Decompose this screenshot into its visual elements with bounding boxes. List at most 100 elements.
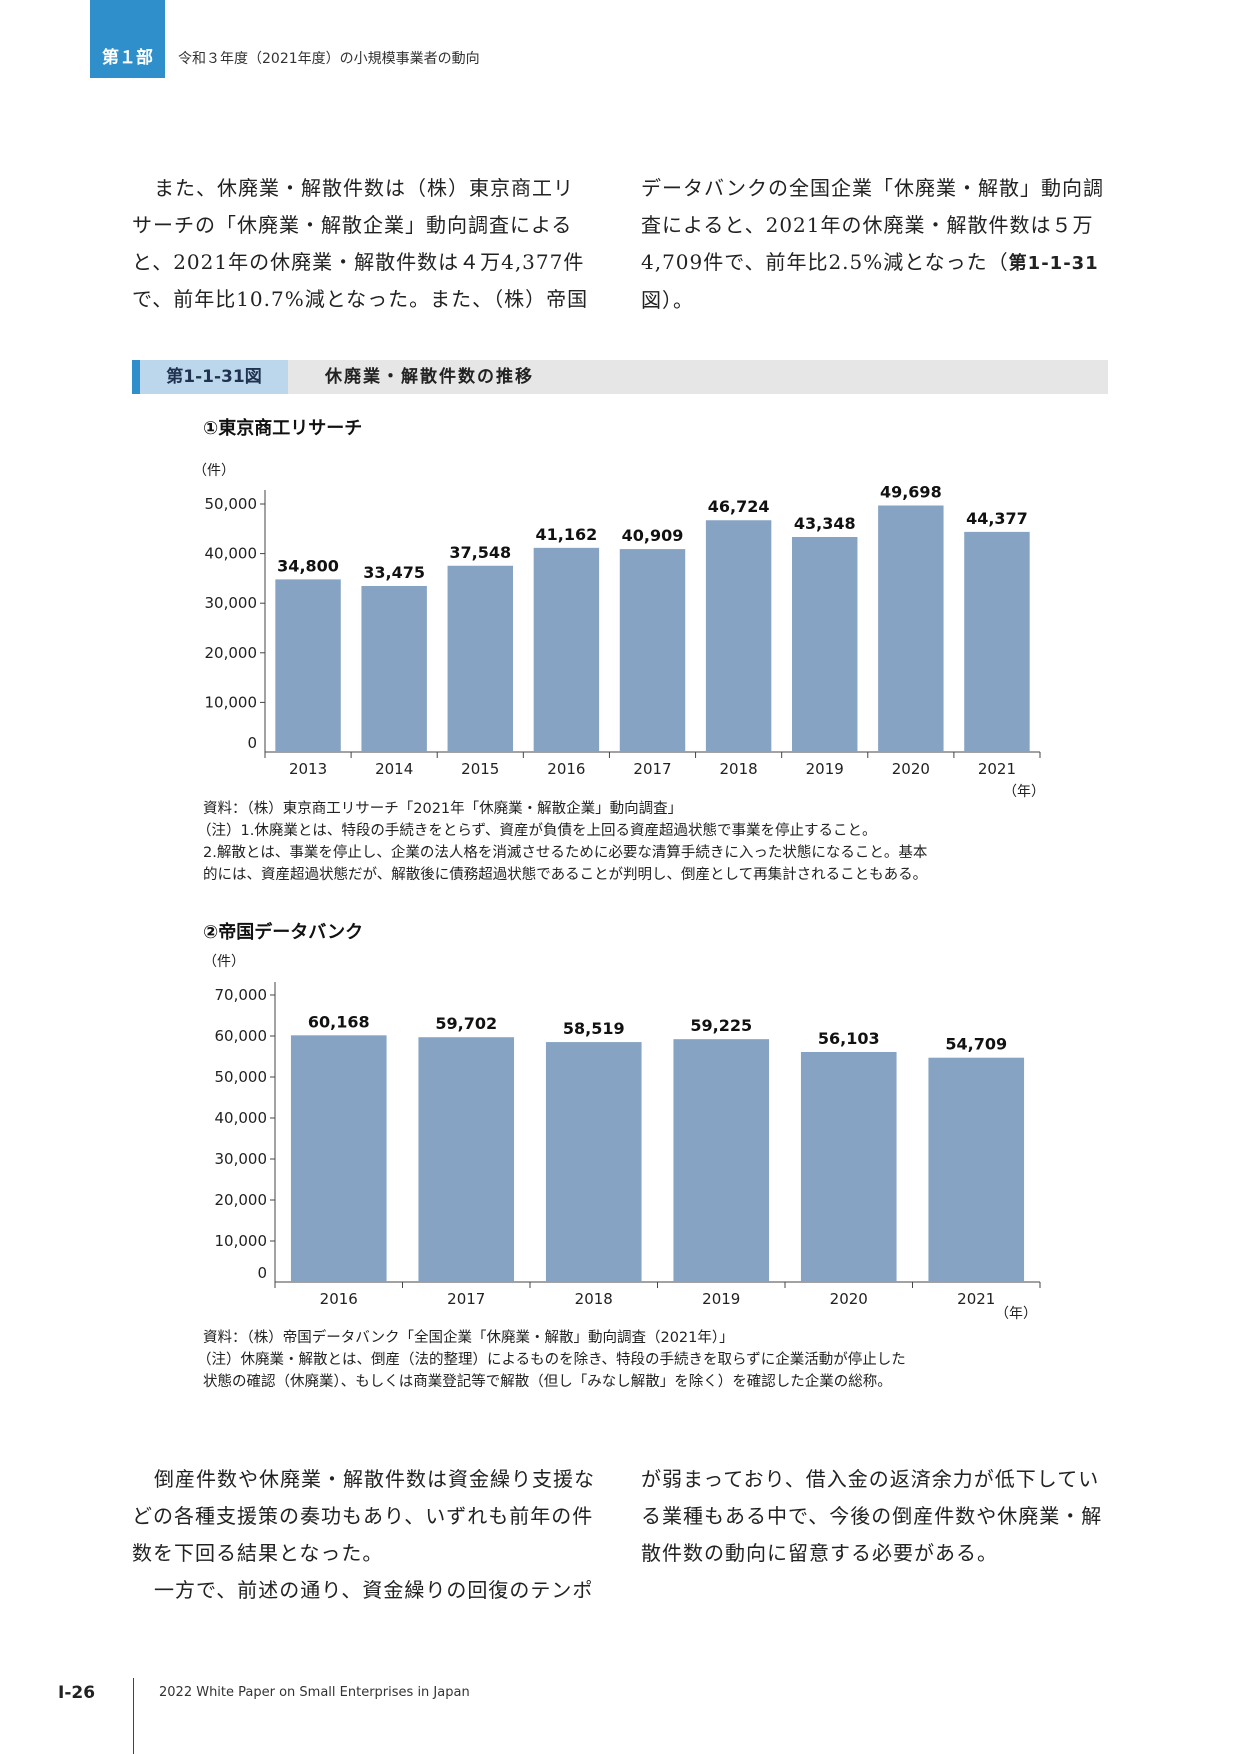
y-tick-label: 70,000 xyxy=(215,986,268,1004)
bar xyxy=(792,536,858,752)
chart2-source: 資料：（株）帝国データバンク「全国企業「休廃業・解散」動向調査（2021年）」 xyxy=(203,1330,734,1346)
chart1-svg: 0 10,000 20,000 30,000 40,000 50,000 34,800 201… xyxy=(205,482,1041,778)
bar xyxy=(361,585,427,752)
intro-right-line: データバンクの全国企業「休廃業・解散」動向調 xyxy=(641,176,1104,200)
y-tick-label: 10,000 xyxy=(215,1232,268,1250)
page-number: Ⅰ-26 xyxy=(58,1683,96,1703)
intro-left-paragraph: また、休廃業・解散件数は（株）東京商工リ サーチの「休廃業・解散企業」動向調査に… xyxy=(132,170,588,318)
data-label: 59,702 xyxy=(435,1014,497,1033)
bar xyxy=(447,565,513,752)
data-label: 58,519 xyxy=(563,1019,625,1038)
x-tick-label: 2018 xyxy=(575,1290,613,1308)
bar xyxy=(619,549,686,752)
y-tick-label: 0 xyxy=(247,734,257,752)
figure-reference: 第1-1-31 xyxy=(1008,253,1099,274)
bar xyxy=(673,1039,770,1282)
chart1-note: （注）1.休廃業とは、特段の手続きをとらず、資産が負債を上回る資産超過状態で事業… xyxy=(197,823,877,839)
bar xyxy=(705,520,772,752)
y-tick-label: 10,000 xyxy=(205,693,258,711)
x-tick-label: 2017 xyxy=(633,760,671,778)
intro-right-paragraph: データバンクの全国企業「休廃業・解散」動向調 査によると、2021年の休廃業・解… xyxy=(641,170,1104,319)
data-label: 40,909 xyxy=(622,526,684,545)
part-badge: 第１部 xyxy=(90,0,165,78)
figure-title-bar: 第1-1-31図 休廃業・解散件数の推移 xyxy=(132,360,1108,394)
chart1-heading: ①東京商工リサーチ xyxy=(203,418,363,439)
footer-title: 2022 White Paper on Small Enterprises in… xyxy=(159,1685,470,1700)
x-tick-label: 2016 xyxy=(320,1290,358,1308)
figure-number: 第1-1-31図 xyxy=(140,360,288,394)
x-tick-label: 2019 xyxy=(702,1290,740,1308)
intro-left-line: で、前年比10.7%減となった。また、（株）帝国 xyxy=(132,287,589,311)
chart1-note: 的には、資産超過状態だが、解散後に債務超過状態であることが判明し、倒産として再集… xyxy=(203,867,928,883)
chart1-x-unit: （年） xyxy=(1003,784,1045,800)
chart1-note: 2.解散とは、事業を停止し、企業の法人格を消滅させるために必要な清算手続きに入っ… xyxy=(203,845,928,861)
x-tick-label: 2017 xyxy=(447,1290,485,1308)
intro-left-line: また、休廃業・解散件数は（株）東京商工リ xyxy=(154,176,574,200)
y-tick-label: 50,000 xyxy=(215,1068,268,1086)
y-tick-label: 50,000 xyxy=(205,495,258,513)
intro-right-line: 図）。 xyxy=(641,288,694,312)
y-tick-label: 30,000 xyxy=(205,594,258,612)
x-tick-label: 2018 xyxy=(720,760,758,778)
bar xyxy=(533,547,600,752)
header-title: 令和３年度（2021年度）の小規模事業者の動向 xyxy=(178,51,480,67)
conclusion-left-line: 倒産件数や休廃業・解散件数は資金繰り支援な xyxy=(154,1467,595,1491)
figure-title: 休廃業・解散件数の推移 xyxy=(325,367,534,387)
data-label: 46,724 xyxy=(708,497,770,516)
intro-right-text: 4,709件で、前年比2.5%減となった（ xyxy=(641,250,1009,274)
intro-left-line: サーチの「休廃業・解散企業」動向調査による xyxy=(132,213,573,237)
chart2-heading: ②帝国データバンク xyxy=(203,922,364,943)
figure-title-accent xyxy=(132,360,140,394)
x-tick-label: 2015 xyxy=(461,760,499,778)
bar xyxy=(275,579,341,752)
y-tick-label: 60,000 xyxy=(215,1027,268,1045)
y-tick-label: 20,000 xyxy=(215,1191,268,1209)
x-tick-label: 2020 xyxy=(830,1290,868,1308)
data-label: 33,475 xyxy=(363,563,425,582)
footer-divider xyxy=(133,1678,134,1754)
x-tick-label: 2020 xyxy=(892,760,930,778)
data-label: 56,103 xyxy=(818,1029,880,1048)
bar xyxy=(964,531,1030,752)
conclusion-right-line: が弱まっており、借入金の返済余力が低下してい xyxy=(641,1467,1100,1491)
chart2-svg: 0 10,000 20,000 30,000 40,000 50,000 60,000 70,… xyxy=(215,982,1041,1308)
y-tick-label: 0 xyxy=(257,1264,267,1282)
intro-left-line: と、2021年の休廃業・解散件数は４万4,377件 xyxy=(132,250,585,274)
y-tick-label: 20,000 xyxy=(205,644,258,662)
conclusion-left-line: 数を下回る結果となった。 xyxy=(132,1541,384,1565)
data-label: 41,162 xyxy=(536,525,598,544)
chart2-y-unit: （件） xyxy=(203,954,245,970)
data-label: 60,168 xyxy=(308,1012,370,1031)
data-label: 37,548 xyxy=(449,543,511,562)
intro-right-line: 4,709件で、前年比2.5%減となった（第1-1-31 xyxy=(641,244,1104,282)
chart2-note: （注）休廃業・解散とは、倒産（法的整理）によるものを除き、特段の手続きを取らずに… xyxy=(197,1352,906,1368)
conclusion-right-line: 散件数の動向に留意する必要がある。 xyxy=(641,1541,998,1565)
chart1-source: 資料：（株）東京商工リサーチ「2021年「休廃業・解散企業」動向調査」 xyxy=(203,801,683,817)
bar xyxy=(545,1042,642,1282)
conclusion-left-line: 一方で、前述の通り、資金繰りの回復のテンポ xyxy=(154,1578,594,1602)
bar xyxy=(800,1051,897,1282)
x-tick-label: 2021 xyxy=(978,760,1016,778)
intro-right-line: 査によると、2021年の休廃業・解散件数は５万 xyxy=(641,213,1094,237)
chart2-note: 状態の確認（休廃業）、もしくは商業登記等で解散（但し「みなし解散」を除く）を確認… xyxy=(203,1374,892,1390)
y-tick-label: 30,000 xyxy=(215,1150,268,1168)
x-tick-label: 2013 xyxy=(289,760,327,778)
bar xyxy=(928,1057,1025,1282)
data-label: 34,800 xyxy=(277,556,339,575)
y-tick-label: 40,000 xyxy=(215,1109,268,1127)
conclusion-right-line: る業種もある中で、今後の倒産件数や休廃業・解 xyxy=(641,1504,1103,1528)
x-tick-label: 2021 xyxy=(957,1290,995,1308)
x-tick-label: 2016 xyxy=(547,760,585,778)
y-tick-label: 40,000 xyxy=(205,545,258,563)
conclusion-right-paragraph: が弱まっており、借入金の返済余力が低下してい る業種もある中で、今後の倒産件数や… xyxy=(641,1461,1102,1572)
data-label: 59,225 xyxy=(690,1016,752,1035)
conclusion-left-paragraph: 倒産件数や休廃業・解散件数は資金繰り支援な どの各種支援策の奏功もあり、いずれも… xyxy=(132,1461,595,1609)
chart1-y-unit: （件） xyxy=(193,463,235,479)
chart2-x-unit: （年） xyxy=(995,1306,1037,1322)
x-tick-label: 2014 xyxy=(375,760,413,778)
bar xyxy=(418,1037,515,1282)
data-label: 49,698 xyxy=(880,482,942,501)
data-label: 54,709 xyxy=(945,1035,1007,1054)
conclusion-left-line: どの各種支援策の奏功もあり、いずれも前年の件 xyxy=(132,1504,594,1528)
bar xyxy=(290,1035,387,1282)
